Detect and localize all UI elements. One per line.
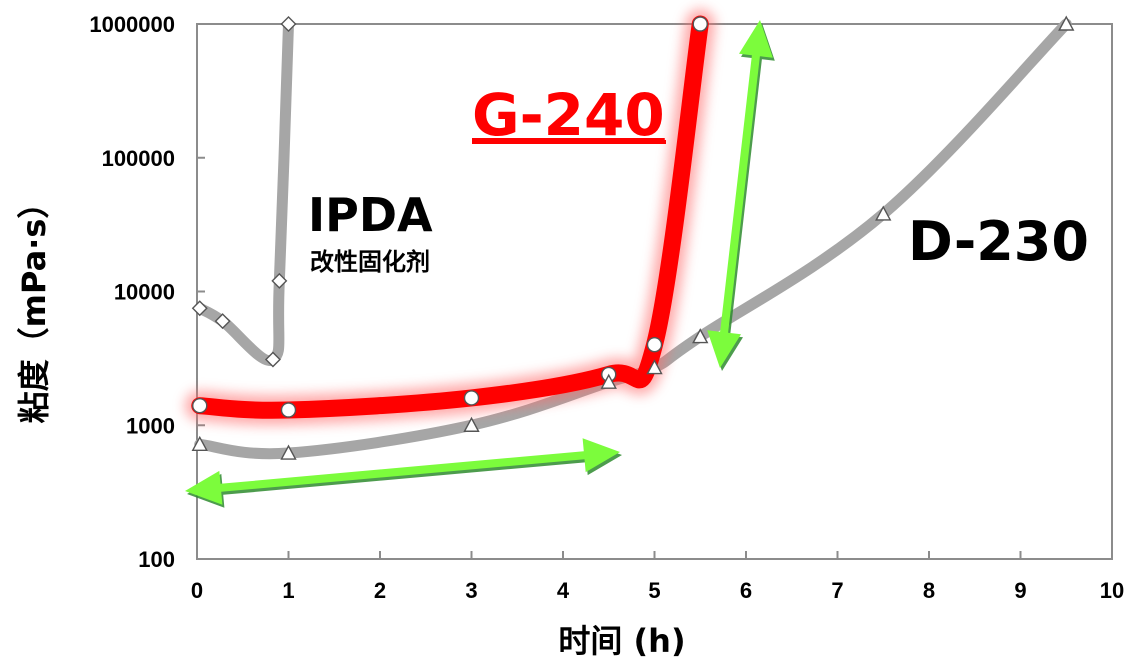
point-d-230 [280,444,297,460]
point-ipda [271,272,288,289]
y-axis-title: 粘度（mPa·s） [15,187,53,424]
x-tick-label: 5 [648,578,660,603]
y-tick-label: 100 [138,547,175,572]
series-markers [191,15,1075,460]
point-ipda [264,351,281,368]
point-ipda [191,300,208,317]
x-tick-label: 6 [740,578,752,603]
arrow-body [185,438,620,505]
y-tick-label: 1000000 [89,12,175,37]
x-tick-label: 1 [282,578,294,603]
x-tick-label: 8 [923,578,935,603]
arrows [185,20,775,508]
point-d-230 [692,328,709,344]
x-tick-label: 10 [1100,578,1124,603]
point-ipda [280,16,297,32]
point-d-230 [875,205,892,221]
point-g-240 [192,398,208,414]
point-d-230 [646,359,663,375]
x-tick-label: 0 [191,578,203,603]
point-g-240 [692,16,708,32]
point-d-230 [191,435,208,452]
y-axis-ticks: 100 1000 10000 100000 1000000 [89,12,205,572]
x-tick-label: 2 [374,578,386,603]
arrow-body [707,20,773,368]
annotation-ipda-note: 改性固化剂 [310,248,430,276]
annotation-ipda: IPDA [308,188,433,242]
x-tick-label: 7 [831,578,843,603]
point-g-240 [646,337,663,353]
point-d-230 [463,416,480,432]
annotation-g240: G-240 [472,81,665,149]
y-tick-label: 10000 [114,280,175,305]
x-axis-ticks: 0 1 2 3 4 5 6 7 8 9 10 [191,551,1124,603]
horizontal-double-arrow [185,438,622,508]
point-d-230 [1058,15,1075,31]
x-axis-title: 时间 (h) [558,622,685,659]
x-tick-label: 3 [465,578,477,603]
point-d-230 [600,373,617,389]
y-tick-label: 100000 [102,146,175,171]
vertical-double-arrow [707,20,775,371]
x-tick-label: 9 [1014,578,1026,603]
point-g-240 [280,402,297,418]
annotation-d230: D-230 [908,210,1089,273]
y-tick-label: 1000 [126,413,175,438]
point-ipda [214,313,231,330]
point-g-240 [463,390,480,406]
x-tick-label: 4 [557,578,570,603]
